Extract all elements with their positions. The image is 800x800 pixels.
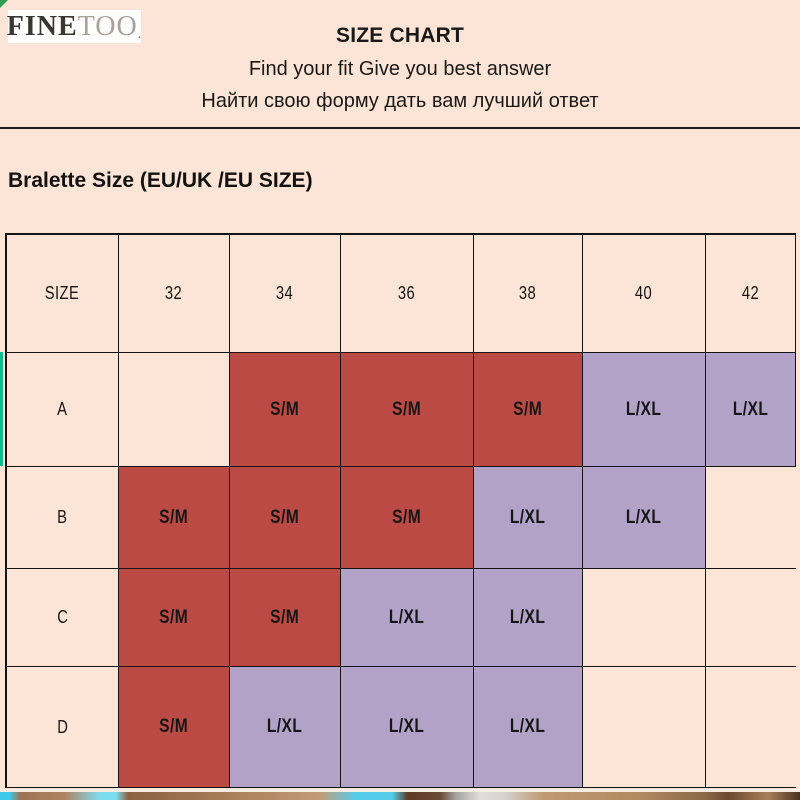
size-cell-D-40	[583, 667, 706, 788]
size-cell-B-40: L/XL	[583, 467, 706, 569]
size-cell-D-32-label: S/M	[159, 716, 189, 737]
brand-logo-mark: .	[137, 27, 143, 42]
size-cell-B-34-label: S/M	[270, 506, 300, 528]
row-label-A-label: A	[57, 399, 68, 419]
col-header-42: 42	[706, 235, 796, 353]
col-header-40: 40	[583, 235, 706, 353]
bottom-photo-strip	[0, 792, 800, 800]
size-cell-B-34: S/M	[230, 467, 341, 569]
size-cell-A-40: L/XL	[583, 353, 706, 467]
row-label-A: A	[7, 353, 119, 467]
size-cell-D-38-label: L/XL	[510, 716, 546, 737]
size-cell-D-34: L/XL	[230, 667, 341, 788]
brand-logo-primary: FINE	[6, 10, 78, 42]
size-cell-D-42	[706, 667, 796, 788]
title-block: SIZE CHART Find your fit Give you best a…	[0, 24, 800, 113]
size-cell-A-34: S/M	[230, 353, 341, 467]
row-label-C-label: C	[56, 607, 69, 627]
col-header-size-label: SIZE	[45, 283, 80, 303]
size-cell-C-32: S/M	[119, 569, 230, 667]
size-cell-A-36: S/M	[341, 353, 474, 467]
size-cell-C-36-label: L/XL	[389, 606, 425, 628]
col-header-40-label: 40	[635, 283, 653, 303]
bottom-separator	[0, 789, 800, 792]
size-cell-A-38: S/M	[474, 353, 583, 467]
size-cell-A-42: L/XL	[706, 353, 796, 467]
size-cell-B-36-label: S/M	[392, 506, 422, 528]
size-cell-D-36-label: L/XL	[389, 716, 425, 737]
brand-logo: FINE TOO.	[6, 10, 143, 43]
col-header-32-label: 32	[165, 283, 183, 303]
size-cell-A-32	[119, 353, 230, 467]
row-a-highlight-border	[0, 352, 3, 466]
size-cell-C-42	[706, 569, 796, 667]
size-cell-C-34: S/M	[230, 569, 341, 667]
divider-line	[0, 127, 800, 129]
size-chart-table: SIZE 32 34 36 38 40 42 A S/M S/M S/M L/XL L/XL B S/M S/…	[5, 233, 796, 788]
col-header-38-label: 38	[519, 283, 537, 303]
size-cell-A-40-label: L/XL	[626, 398, 662, 420]
col-header-38: 38	[474, 235, 583, 353]
size-cell-A-38-label: S/M	[513, 398, 543, 420]
size-cell-B-40-label: L/XL	[626, 506, 662, 528]
size-cell-A-34-label: S/M	[270, 398, 300, 420]
size-cell-B-38: L/XL	[474, 467, 583, 569]
col-header-36: 36	[341, 235, 474, 353]
size-cell-D-32: S/M	[119, 667, 230, 788]
size-cell-A-36-label: S/M	[392, 398, 422, 420]
row-label-B: B	[7, 467, 119, 569]
col-header-34-label: 34	[276, 283, 294, 303]
size-cell-A-42-label: L/XL	[732, 398, 769, 420]
subtitle-english: Find your fit Give you best answer	[248, 58, 552, 80]
page-title: SIZE CHART	[336, 24, 464, 47]
excel-corner-marker-icon	[0, 0, 8, 8]
col-header-42-label: 42	[741, 283, 760, 303]
section-heading: Bralette Size (EU/UK /EU SIZE)	[8, 169, 313, 192]
col-header-size: SIZE	[7, 235, 119, 353]
brand-logo-secondary: TOO	[77, 10, 138, 42]
size-cell-B-42	[706, 467, 796, 569]
size-cell-C-36: L/XL	[341, 569, 474, 667]
size-cell-C-40	[583, 569, 706, 667]
row-label-D: D	[7, 667, 119, 788]
row-label-B-label: B	[57, 507, 68, 527]
size-cell-C-34-label: S/M	[270, 606, 300, 628]
size-cell-C-38: L/XL	[474, 569, 583, 667]
col-header-36-label: 36	[398, 283, 416, 303]
size-cell-D-34-label: L/XL	[267, 716, 303, 737]
row-label-D-label: D	[56, 716, 69, 737]
size-cell-B-32-label: S/M	[159, 506, 189, 528]
size-cell-D-36: L/XL	[341, 667, 474, 788]
row-label-C: C	[7, 569, 119, 667]
size-cell-B-32: S/M	[119, 467, 230, 569]
size-cell-D-38: L/XL	[474, 667, 583, 788]
top-photo-strip	[0, 0, 800, 9]
col-header-34: 34	[230, 235, 341, 353]
col-header-32: 32	[119, 235, 230, 353]
size-cell-B-38-label: L/XL	[510, 506, 546, 528]
size-cell-C-32-label: S/M	[159, 606, 189, 628]
subtitle-russian: Найти свою форму дать вам лучший ответ	[201, 90, 599, 112]
size-cell-C-38-label: L/XL	[510, 606, 546, 628]
size-cell-B-36: S/M	[341, 467, 474, 569]
